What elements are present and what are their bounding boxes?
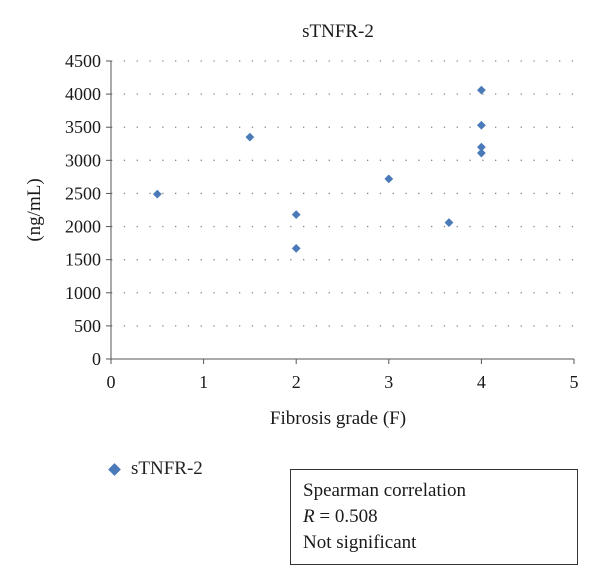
y-tick-label: 2000 (65, 217, 101, 237)
x-tick-label: 1 (199, 372, 208, 392)
y-tick-label: 3000 (65, 150, 101, 170)
stats-r-symbol: R (303, 506, 315, 527)
stats-r-line: R = 0.508 (303, 504, 565, 530)
y-tick-label: 0 (92, 349, 101, 369)
y-tick-label: 4000 (65, 84, 101, 104)
x-tick-label: 2 (292, 372, 301, 392)
y-tick-label: 1500 (65, 250, 101, 270)
gridlines (111, 60, 574, 327)
data-point (477, 148, 486, 158)
y-tick-label: 1000 (65, 283, 101, 303)
chart-title: sTNFR-2 (302, 21, 374, 42)
y-tick-label: 2500 (65, 183, 101, 203)
y-tick-label: 500 (74, 316, 101, 336)
stats-significance: Not significant (303, 532, 417, 553)
data-points (152, 85, 486, 253)
y-axis-label: (ng/mL) (24, 178, 45, 241)
x-tick-labels: 0 1 2 3 4 5 (107, 372, 579, 392)
data-point (444, 218, 454, 227)
legend: sTNFR-2 (108, 458, 203, 480)
x-tick-label: 0 (107, 372, 116, 392)
data-point (291, 244, 301, 253)
data-point (477, 120, 486, 130)
stats-r-value: = 0.508 (314, 506, 378, 527)
data-point (245, 132, 255, 142)
statistics-box: Spearman correlation R = 0.508 Not signi… (290, 469, 578, 565)
x-tick-label: 5 (570, 372, 579, 392)
y-tick-labels: 0 500 1000 1500 2000 2500 3000 3500 4000 4500 (65, 51, 101, 369)
stats-method: Spearman correlation (303, 480, 467, 501)
data-point (384, 174, 394, 184)
x-tick-label: 3 (384, 372, 393, 392)
data-point (152, 189, 162, 199)
y-tick-label: 3500 (65, 117, 101, 137)
legend-label: sTNFR-2 (131, 458, 203, 479)
x-tick-label: 4 (477, 372, 486, 392)
axes (106, 60, 575, 364)
legend-marker-icon (108, 462, 121, 476)
y-tick-label: 4500 (65, 51, 101, 71)
data-point (291, 210, 301, 220)
data-point (477, 142, 486, 152)
data-point (477, 85, 486, 95)
x-axis-label: Fibrosis grade (F) (270, 408, 406, 429)
